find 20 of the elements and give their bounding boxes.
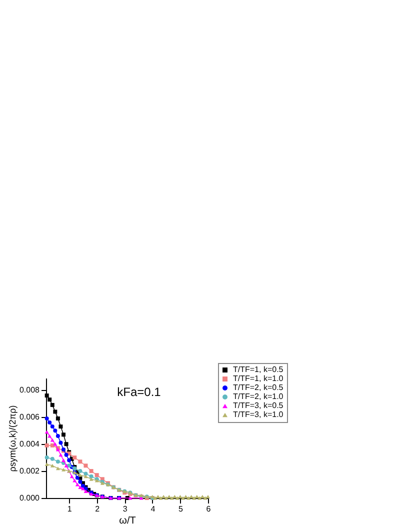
annotation: kFa=0.1 (117, 385, 162, 399)
y-tick-label: 0.000 (19, 494, 40, 502)
x-tick-label: 1 (67, 504, 72, 514)
x-axis-title: ω/T (119, 516, 136, 524)
y-tick-label: 0.008 (19, 386, 40, 395)
legend-label: T/TF=1, k=1.0 (233, 374, 284, 383)
x-tick-label: 2 (95, 504, 100, 514)
x-tick-label: 6 (206, 504, 212, 514)
legend-label: T/TF=3, k=1.0 (233, 410, 284, 419)
x-tick-label: 4 (150, 504, 156, 514)
y-tick-label: 0.004 (19, 440, 40, 449)
legend-label: T/TF=2, k=0.5 (233, 383, 284, 392)
x-tick-label: 5 (178, 504, 184, 514)
y-tick-label: 0.002 (19, 466, 40, 476)
legend-label: T/TF=1, k=0.5 (233, 365, 284, 374)
x-tick-label: 3 (122, 504, 128, 514)
legend-label: T/TF=2, k=1.0 (233, 392, 284, 401)
y-axis-title: ρsym(ω,k)/(2πρ) (7, 405, 18, 472)
y-tick-label: 0.006 (19, 412, 40, 422)
legend-label: T/TF=3, k=0.5 (233, 401, 284, 410)
